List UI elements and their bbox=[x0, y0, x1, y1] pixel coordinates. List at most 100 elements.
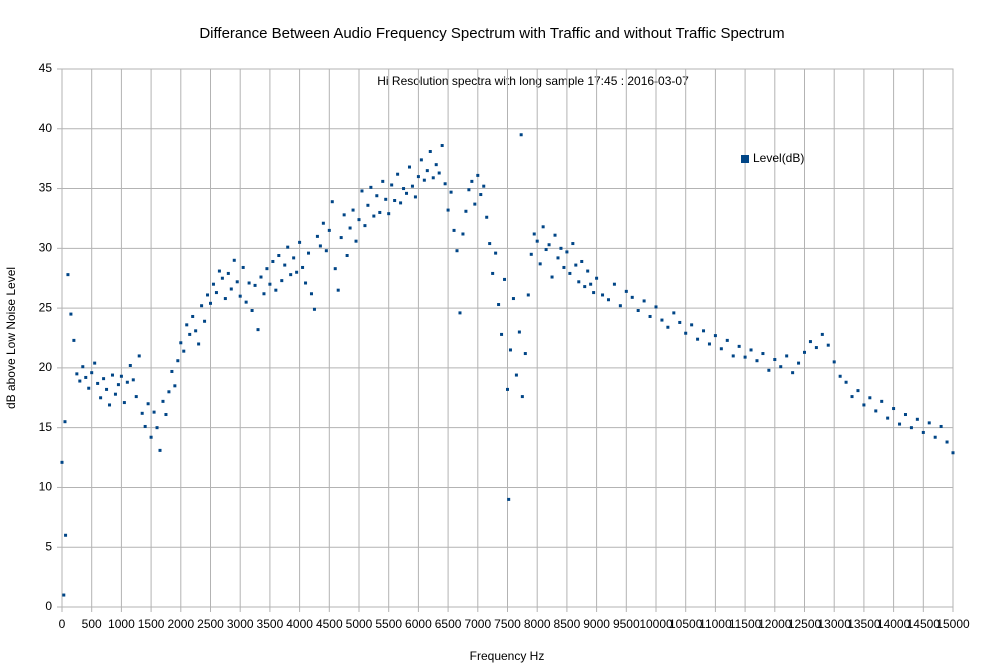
point bbox=[586, 269, 590, 273]
point bbox=[167, 390, 171, 394]
plot-frame bbox=[61, 68, 954, 608]
point bbox=[378, 210, 382, 214]
point bbox=[636, 309, 640, 313]
point bbox=[384, 197, 388, 201]
x-tick-label: 1500 bbox=[138, 617, 165, 631]
point bbox=[351, 208, 355, 212]
y-tick-label: 0 bbox=[45, 599, 52, 613]
point bbox=[354, 239, 358, 243]
point bbox=[360, 189, 364, 193]
point bbox=[330, 200, 334, 204]
point bbox=[903, 413, 907, 417]
x-tick-label: 2000 bbox=[167, 617, 194, 631]
point bbox=[419, 158, 423, 162]
point bbox=[60, 460, 64, 464]
point bbox=[333, 267, 337, 271]
point bbox=[503, 277, 507, 281]
x-tick-label: 5500 bbox=[375, 617, 402, 631]
point bbox=[820, 332, 824, 336]
point bbox=[874, 409, 878, 413]
point bbox=[556, 256, 560, 260]
point bbox=[265, 267, 269, 271]
point bbox=[197, 342, 201, 346]
x-tick-label: 14500 bbox=[907, 617, 941, 631]
point bbox=[188, 332, 192, 336]
point bbox=[321, 221, 325, 225]
point bbox=[348, 226, 352, 230]
point bbox=[304, 281, 308, 285]
y-tick-label: 5 bbox=[45, 539, 52, 553]
point bbox=[589, 282, 593, 286]
point bbox=[105, 387, 109, 391]
point bbox=[519, 133, 523, 137]
point bbox=[618, 304, 622, 308]
point bbox=[482, 184, 486, 188]
point bbox=[152, 410, 156, 414]
point bbox=[862, 403, 866, 407]
point bbox=[642, 299, 646, 303]
x-tick-label: 1000 bbox=[108, 617, 135, 631]
point bbox=[915, 417, 919, 421]
point bbox=[491, 271, 495, 275]
point bbox=[707, 342, 711, 346]
x-tick-label: 14000 bbox=[877, 617, 911, 631]
point bbox=[164, 413, 168, 417]
x-tick-label: 11500 bbox=[729, 617, 762, 631]
point bbox=[437, 171, 441, 175]
point bbox=[312, 307, 316, 311]
point bbox=[381, 179, 385, 183]
point bbox=[256, 328, 260, 332]
y-tick-label: 25 bbox=[39, 300, 53, 314]
point bbox=[396, 172, 400, 176]
point bbox=[506, 387, 509, 391]
point bbox=[476, 173, 480, 177]
point bbox=[583, 285, 587, 289]
point bbox=[526, 293, 530, 297]
point bbox=[446, 208, 450, 212]
point bbox=[137, 354, 141, 358]
point bbox=[514, 373, 518, 377]
point bbox=[173, 384, 177, 388]
point bbox=[826, 343, 830, 347]
point bbox=[892, 407, 896, 411]
point bbox=[425, 169, 429, 173]
point bbox=[939, 424, 943, 428]
point bbox=[363, 224, 367, 228]
point bbox=[529, 252, 533, 256]
point bbox=[856, 389, 860, 393]
point bbox=[182, 349, 186, 353]
point bbox=[921, 430, 925, 434]
point bbox=[838, 374, 842, 378]
point bbox=[158, 448, 162, 452]
point bbox=[767, 368, 771, 372]
point bbox=[63, 420, 67, 424]
point bbox=[226, 271, 230, 275]
point bbox=[116, 383, 120, 387]
point bbox=[185, 323, 189, 327]
x-tick-label: 13500 bbox=[847, 617, 881, 631]
point bbox=[523, 352, 527, 356]
point bbox=[110, 373, 114, 377]
point bbox=[428, 149, 432, 153]
point bbox=[131, 378, 135, 382]
point bbox=[327, 228, 331, 232]
point bbox=[844, 380, 848, 384]
point bbox=[93, 361, 97, 365]
point bbox=[568, 271, 572, 275]
point bbox=[78, 379, 82, 383]
point bbox=[357, 218, 361, 222]
point bbox=[565, 250, 569, 254]
point bbox=[440, 144, 444, 148]
point bbox=[508, 348, 512, 352]
point bbox=[479, 193, 483, 197]
point bbox=[229, 287, 233, 291]
point bbox=[927, 421, 931, 425]
point bbox=[553, 233, 557, 237]
y-tick-label: 45 bbox=[39, 61, 53, 75]
point bbox=[485, 215, 489, 219]
point bbox=[909, 426, 913, 430]
point bbox=[449, 190, 453, 194]
point bbox=[342, 213, 346, 217]
point bbox=[250, 309, 254, 313]
